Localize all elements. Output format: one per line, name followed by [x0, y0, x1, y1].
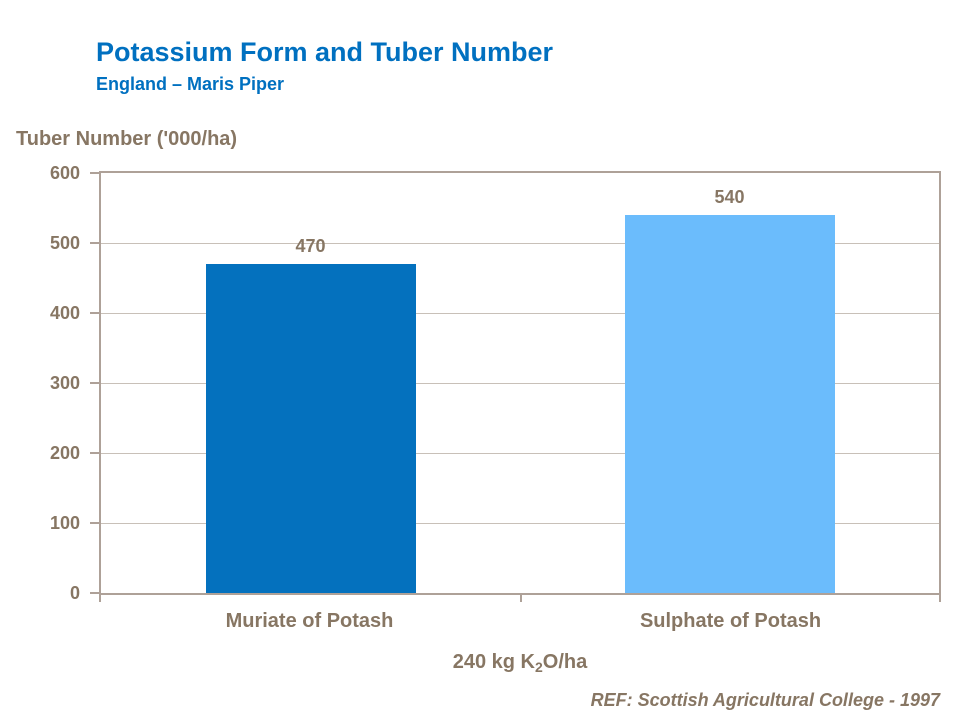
y-tick-mark [90, 382, 99, 384]
category-tick [939, 595, 941, 602]
y-tick-mark [90, 592, 99, 594]
y-tick-label: 600 [49, 163, 80, 183]
y-tick-label: 500 [49, 233, 80, 253]
gridline [101, 523, 939, 524]
bar [206, 264, 416, 593]
y-tick-mark [90, 522, 99, 524]
y-axis-title: Tuber Number ('000/ha) [16, 128, 238, 150]
x-axis-title-subscript: 2 [535, 659, 543, 675]
bar [625, 215, 835, 593]
chart-title: Potassium Form and Tuber Number [96, 37, 554, 67]
x-axis-title-text: 240 kg K [452, 651, 535, 673]
gridline [101, 313, 939, 314]
bar-value-label: 540 [714, 187, 745, 207]
y-tick-mark [90, 172, 99, 174]
y-tick-label: 400 [49, 303, 80, 323]
chart-subtitle: England – Maris Piper [96, 74, 285, 94]
gridline [101, 453, 939, 454]
plot-area: 470 540 [99, 171, 941, 595]
y-tick-mark [90, 312, 99, 314]
y-tick-label: 100 [49, 513, 80, 533]
y-tick-mark [90, 452, 99, 454]
x-axis-title-text-suffix: O/ha [542, 651, 588, 673]
category-tick [520, 595, 522, 602]
category-label: Sulphate of Potash [639, 610, 822, 632]
reference-text: REF: Scottish Agricultural College - 199… [590, 690, 940, 710]
y-tick-label: 0 [69, 583, 80, 603]
x-axis-title: 240 kg K2O/ha [99, 651, 941, 675]
gridline [101, 243, 939, 244]
category-tick [99, 595, 101, 602]
gridline [101, 383, 939, 384]
y-tick-label: 200 [49, 443, 80, 463]
y-tick-label: 300 [49, 373, 80, 393]
bar-value-label: 470 [295, 236, 326, 256]
category-label: Muriate of Potash [225, 610, 394, 632]
y-tick-mark [90, 242, 99, 244]
